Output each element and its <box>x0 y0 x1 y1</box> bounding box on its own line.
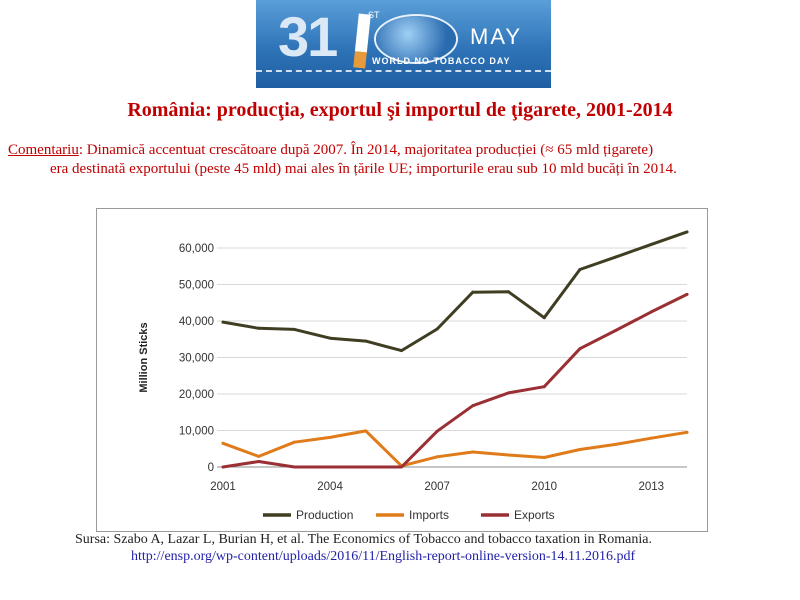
data-point-production <box>685 230 689 234</box>
y-tick-label: 20,000 <box>179 389 214 401</box>
data-point-imports <box>328 435 332 439</box>
data-point-production <box>471 290 475 294</box>
legend-label-production: Production <box>296 508 353 522</box>
cigarette-icon <box>353 13 371 69</box>
data-point-exports <box>328 465 332 469</box>
data-point-exports <box>507 391 511 395</box>
banner-day: 31 <box>278 5 338 68</box>
data-point-exports <box>649 310 653 314</box>
data-point-production <box>399 349 403 353</box>
data-point-exports <box>471 404 475 408</box>
data-point-imports <box>649 436 653 440</box>
data-point-imports <box>685 430 689 434</box>
y-tick-label: 60,000 <box>179 243 214 255</box>
x-tick-label: 2001 <box>210 481 236 493</box>
banner-day-suffix: ST <box>368 10 380 20</box>
data-point-production <box>257 326 261 330</box>
y-tick-label: 30,000 <box>179 353 214 365</box>
data-point-exports <box>399 465 403 469</box>
data-point-exports <box>578 347 582 351</box>
y-tick-label: 40,000 <box>179 316 214 328</box>
series-line-exports <box>221 292 689 469</box>
data-point-imports <box>435 455 439 459</box>
data-point-exports <box>542 385 546 389</box>
data-point-imports <box>292 440 296 444</box>
source-text: Sursa: Szabo A, Lazar L, Burian H, et al… <box>75 532 653 547</box>
data-point-production <box>292 327 296 331</box>
series-line-imports <box>221 429 689 468</box>
data-point-exports <box>257 460 261 464</box>
data-point-imports <box>257 454 261 458</box>
data-point-exports <box>435 429 439 433</box>
banner-stripe <box>256 70 551 74</box>
data-point-production <box>614 255 618 259</box>
x-tick-label: 2007 <box>424 481 450 493</box>
data-point-exports <box>685 292 689 296</box>
data-point-production <box>578 268 582 272</box>
y-tick-label: 0 <box>208 462 214 474</box>
data-point-exports <box>292 465 296 469</box>
data-point-exports <box>221 465 225 469</box>
data-point-imports <box>542 456 546 460</box>
data-point-imports <box>578 447 582 451</box>
y-tick-label: 50,000 <box>179 280 214 292</box>
x-tick-label: 2013 <box>639 481 665 493</box>
comment-line-2: era destinată exportului (peste 45 mld) … <box>50 161 677 177</box>
data-point-production <box>364 339 368 343</box>
data-point-imports <box>221 441 225 445</box>
data-point-imports <box>614 442 618 446</box>
chart-panel: 0 10,000 20,000 30,000 40,000 50,000 60,000 200… <box>96 208 708 532</box>
line-chart: 0 10,000 20,000 30,000 40,000 50,000 60,000 200… <box>138 230 689 522</box>
data-point-production <box>435 327 439 331</box>
slide-title: România: producţia, exportul şi importul… <box>127 99 673 121</box>
y-tick-label: 10,000 <box>179 426 214 438</box>
comment-block: Comentariu: Dinamică accentuat crescătoa… <box>8 141 788 179</box>
banner-tagline: WORLD NO TOBACCO DAY <box>372 56 511 66</box>
data-point-imports <box>507 453 511 457</box>
data-point-exports <box>614 328 618 332</box>
globe-icon <box>376 16 456 62</box>
legend-label-exports: Exports <box>514 508 555 522</box>
x-tick-label: 2010 <box>531 481 557 493</box>
world-no-tobacco-day-banner: 31 ST MAY WORLD NO TOBACCO DAY <box>256 0 551 88</box>
data-point-production <box>542 316 546 320</box>
y-axis-label: Million Sticks <box>138 322 150 392</box>
data-point-imports <box>471 450 475 454</box>
data-point-exports <box>364 465 368 469</box>
series-line-production <box>221 230 689 353</box>
data-point-production <box>221 320 225 324</box>
comment-label: Comentariu <box>8 142 79 158</box>
data-point-imports <box>364 429 368 433</box>
source-link[interactable]: http://ensp.org/wp-content/uploads/2016/… <box>131 549 636 564</box>
legend-label-imports: Imports <box>409 508 449 522</box>
banner-month: MAY <box>470 24 523 49</box>
data-point-production <box>328 336 332 340</box>
x-tick-label: 2004 <box>317 481 343 493</box>
data-point-production <box>507 290 511 294</box>
data-point-production <box>649 242 653 246</box>
comment-line-1: : Dinamică accentuat crescătoare după 20… <box>78 142 654 158</box>
source-citation: Sursa: Szabo A, Lazar L, Burian H, et al… <box>75 531 775 565</box>
